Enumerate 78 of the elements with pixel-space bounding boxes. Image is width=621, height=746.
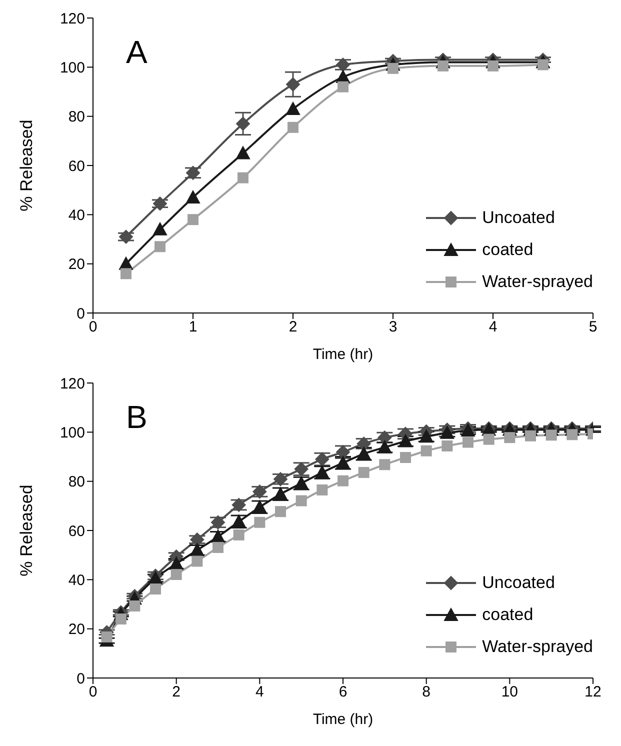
point: [338, 81, 348, 92]
legend-label: Uncoated: [482, 573, 555, 593]
point: [440, 426, 454, 439]
legend-label: Water-sprayed: [482, 272, 593, 292]
x-tick-label: 2: [172, 684, 181, 701]
point: [192, 556, 203, 567]
x-tick-label: 1: [188, 318, 198, 336]
y-tick-label: 80: [68, 108, 85, 126]
point: [153, 196, 167, 211]
x-tick-label: 4: [255, 684, 264, 701]
y-tick-label: 40: [68, 572, 85, 589]
point: [154, 241, 166, 252]
legend-label: coated: [482, 240, 534, 260]
point: [212, 542, 224, 553]
point: [286, 102, 300, 115]
point: [120, 268, 132, 280]
y-tick-label: 20: [68, 621, 85, 638]
point: [170, 569, 182, 580]
point: [400, 452, 411, 463]
y-tick-label: 60: [68, 158, 85, 175]
y-tick-label: 100: [60, 59, 85, 76]
x-tick-label: 0: [88, 684, 98, 701]
point: [379, 459, 390, 470]
x-tick-label: 8: [422, 684, 431, 701]
legend-label: Water-sprayed: [482, 637, 593, 657]
point: [148, 571, 162, 584]
point: [119, 230, 133, 244]
point: [525, 430, 536, 442]
y-tick-label: 60: [68, 522, 85, 540]
y-tick-label: 0: [76, 305, 85, 322]
point: [188, 214, 198, 226]
x-axis-title: Time (hr): [312, 711, 374, 728]
y-tick-label: 120: [60, 10, 85, 28]
point: [483, 434, 494, 445]
point: [504, 432, 516, 444]
legend-label: coated: [482, 605, 534, 625]
x-tick-label: 10: [501, 684, 518, 701]
point: [186, 190, 200, 204]
y-tick-label: 100: [60, 424, 85, 442]
point: [238, 172, 248, 184]
x-tick-label: 6: [338, 684, 348, 701]
x-tick-label: 5: [588, 318, 598, 336]
point: [296, 495, 307, 506]
x-tick-label: 2: [288, 318, 298, 336]
point: [233, 529, 244, 540]
point: [442, 440, 453, 452]
y-axis-title: % Released: [17, 484, 36, 576]
y-tick-label: 80: [68, 474, 85, 491]
point: [190, 532, 204, 547]
point: [288, 122, 298, 133]
x-tick-label: 4: [488, 318, 498, 336]
point: [358, 466, 370, 478]
y-axis-title: % Released: [17, 120, 36, 212]
point: [254, 516, 266, 528]
point: [286, 77, 300, 92]
point: [316, 484, 328, 496]
legend-label: Uncoated: [482, 208, 555, 228]
point: [546, 430, 557, 441]
point: [338, 475, 348, 486]
point: [236, 116, 250, 131]
point: [275, 506, 286, 518]
point: [150, 584, 161, 595]
y-tick-label: 120: [60, 375, 85, 392]
x-tick-label: 12: [584, 684, 602, 701]
point: [420, 445, 432, 456]
point: [101, 631, 112, 642]
point: [153, 222, 167, 236]
point: [129, 600, 140, 612]
x-axis-title: Time (hr): [312, 346, 374, 363]
x-tick-label: 0: [88, 318, 98, 336]
point: [236, 146, 250, 160]
text: B: [126, 399, 148, 436]
x-tick-label: 3: [388, 318, 398, 336]
y-tick-label: 20: [68, 256, 85, 274]
point: [462, 436, 474, 448]
y-tick-label: 40: [68, 206, 85, 224]
text: A: [126, 34, 148, 71]
y-tick-label: 0: [76, 670, 85, 688]
